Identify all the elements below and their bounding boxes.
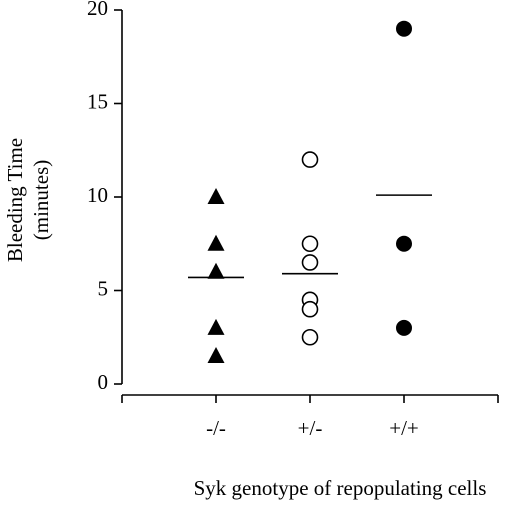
x-tick-label: +/-: [298, 416, 323, 440]
x-tick-label: -/-: [206, 416, 226, 440]
y-tick-label: 20: [87, 0, 108, 20]
x-axis-label: Syk genotype of repopulating cells: [194, 476, 487, 500]
triangle-point: [207, 188, 225, 204]
triangle-point: [207, 234, 225, 251]
open-circle-point: [301, 328, 319, 346]
y-axis-label-line: Bleeding Time: [3, 138, 27, 262]
triangle-point: [207, 318, 225, 335]
y-tick-label: 15: [87, 89, 108, 113]
open-circle-point: [301, 300, 319, 318]
open-circle-point: [301, 235, 319, 253]
y-tick-label: 10: [87, 183, 108, 207]
y-axis-label-line: (minutes): [29, 160, 53, 240]
y-axis-label: Bleeding Time (minutes): [3, 138, 53, 262]
open-circle-point: [301, 254, 319, 271]
triangle-point: [207, 262, 225, 279]
open-circle-point: [301, 151, 319, 168]
triangle-point: [207, 346, 225, 363]
y-tick-label: 5: [98, 276, 109, 300]
x-tick-label: +/+: [389, 416, 419, 440]
filled-circle-point: [396, 319, 412, 336]
filled-circle-point: [396, 20, 412, 37]
y-tick-label: 0: [98, 370, 109, 394]
filled-circle-point: [396, 235, 412, 252]
